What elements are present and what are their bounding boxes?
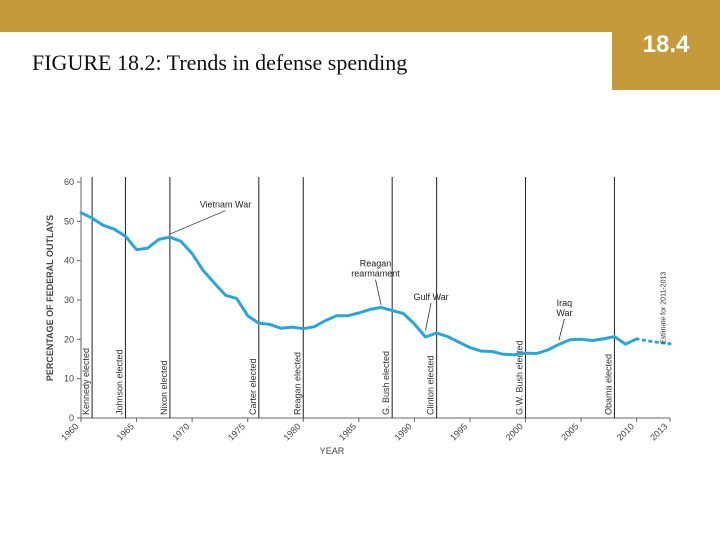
annotation-label: Iraq: [557, 298, 573, 308]
x-tick-label: 2005: [559, 421, 580, 442]
annotation-pointer: [425, 302, 432, 331]
x-tick-label: 2010: [615, 421, 636, 442]
annotation-label: Reagan: [360, 259, 392, 269]
y-tick-label: 30: [64, 295, 74, 305]
annotation-pointer: [169, 210, 226, 235]
annotation-label: Vietnam War: [200, 200, 252, 210]
x-tick-label: 1970: [170, 421, 191, 442]
defense-spending-line: [79, 211, 639, 357]
y-tick-label: 60: [64, 177, 74, 187]
defense-spending-chart: PERCENTAGE OF FEDERAL OUTLAYS YEAR 0 10 20…: [45, 177, 672, 456]
estimate-series-line: [635, 337, 672, 346]
annotation-label: rearmament: [351, 269, 400, 279]
x-tick-label: 1980: [281, 421, 302, 442]
event-label: Kennedy elected: [81, 348, 91, 415]
x-axis-label: YEAR: [320, 446, 345, 456]
event-label: Reagan elected: [292, 352, 302, 415]
x-tick-label: 1985: [337, 421, 358, 442]
x-tick-label: 1975: [226, 421, 247, 442]
event-label: G.W. Bush elected: [515, 340, 525, 415]
event-label: Clinton elected: [426, 355, 436, 415]
x-tick-label: 1965: [115, 421, 136, 442]
slide-number-badge: 18.4: [612, 0, 720, 90]
estimate-label: Estimate for 2011-2013: [661, 272, 668, 344]
slide-number: 18.4: [642, 31, 690, 58]
x-tick-label: 2013: [648, 421, 669, 442]
x-tick-label: 1995: [448, 421, 469, 442]
annotation-pointer: [375, 279, 382, 305]
x-tick-label: 1990: [393, 421, 414, 442]
y-axis-label: PERCENTAGE OF FEDERAL OUTLAYS: [45, 215, 55, 381]
y-tick-label: 0: [69, 413, 74, 423]
x-tick-label: 1960: [59, 421, 80, 442]
y-tick-label: 10: [64, 374, 74, 384]
annotation-label: Gulf War: [413, 292, 448, 302]
y-tick-label: 50: [64, 216, 74, 226]
annotation-pointer: [558, 318, 565, 341]
y-tick-label: 40: [64, 256, 74, 266]
x-tick-label: 2000: [504, 421, 525, 442]
event-label: Obama elected: [603, 354, 613, 415]
slide-title: FIGURE 18.2: Trends in defense spending: [32, 50, 408, 75]
event-label: Johnson elected: [114, 349, 124, 415]
event-label: Nixon elected: [159, 360, 169, 415]
y-tick-label: 20: [64, 334, 74, 344]
annotation-label: War: [556, 308, 572, 318]
event-label: G. Bush elected: [381, 351, 391, 415]
top-accent-bar: [0, 0, 720, 32]
event-label: Carter elected: [248, 358, 258, 415]
